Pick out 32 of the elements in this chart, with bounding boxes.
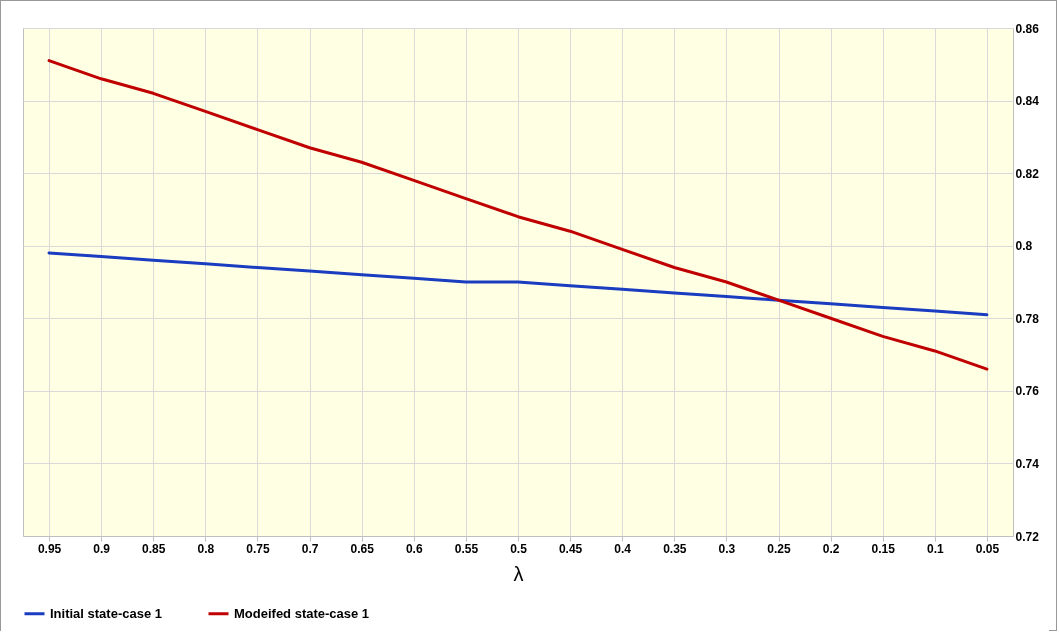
y-tick-label: 0.82 <box>1015 166 1040 181</box>
x-axis-title: λ <box>513 562 524 585</box>
y-tick-label: 0.8 <box>1015 239 1033 254</box>
x-tick-label: 0.5 <box>510 541 528 556</box>
x-tick-label: 0.9 <box>93 541 111 556</box>
x-tick-label: 0.65 <box>350 541 375 556</box>
x-tick-label: 0.6 <box>405 541 423 556</box>
x-tick-label: 0.85 <box>142 541 166 556</box>
x-tick-label: 0.95 <box>37 541 62 556</box>
x-tick-label: 0.75 <box>246 541 270 556</box>
x-tick-label: 0.35 <box>663 541 687 556</box>
y-tick-label: 0.78 <box>1015 311 1040 326</box>
line-series <box>47 59 989 371</box>
y-tick-label: 0.74 <box>1015 456 1040 471</box>
y-tick-label: 0.84 <box>1015 94 1040 109</box>
x-tick-label: 0.15 <box>871 541 896 556</box>
x-tick-label: 0.4 <box>614 541 632 556</box>
x-tick-label: 0.8 <box>197 541 215 556</box>
legend-label: Modeifed state-case 1 <box>234 605 370 621</box>
x-tick-label: 0.55 <box>454 541 479 556</box>
x-tick-label: 0.45 <box>558 541 583 556</box>
x-tick-label: 0.05 <box>975 541 1000 556</box>
y-tick-label: 0.76 <box>1015 384 1040 399</box>
legend-label: Initial state-case 1 <box>50 605 162 621</box>
x-tick-label: 0.3 <box>718 541 736 556</box>
x-tick-label: 0.2 <box>822 541 840 556</box>
line-series <box>47 251 989 317</box>
x-tick-label: 0.1 <box>927 541 945 556</box>
y-tick-label: 0.72 <box>1015 529 1040 544</box>
x-tick-label: 0.25 <box>767 541 792 556</box>
y-tick-label: 0.86 <box>1015 21 1040 36</box>
x-tick-label: 0.7 <box>301 541 319 556</box>
